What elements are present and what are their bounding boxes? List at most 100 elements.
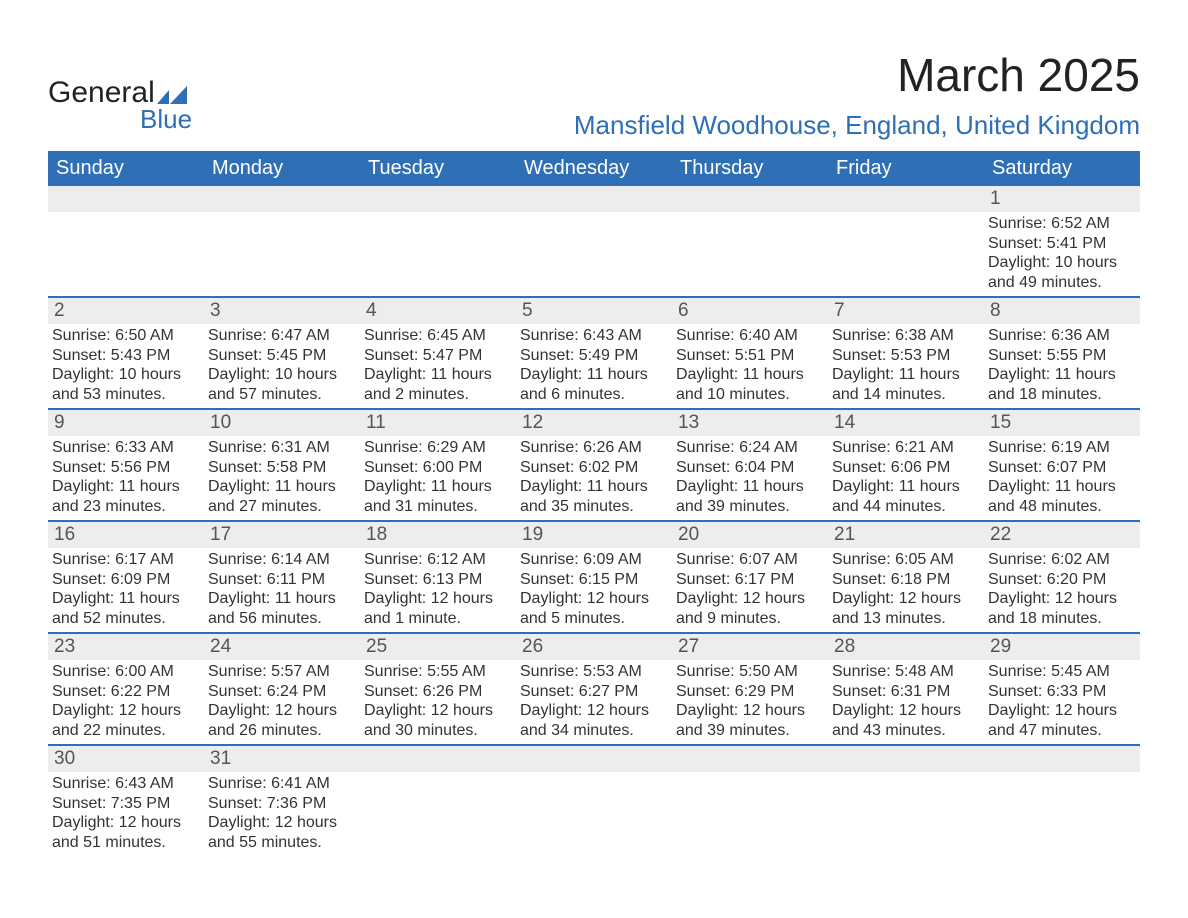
sunset-line: Sunset: 6:31 PM [832,682,980,702]
daylight-line: Daylight: 12 hours and 43 minutes. [832,701,980,740]
daylight-line: Daylight: 12 hours and 26 minutes. [208,701,356,740]
month-title: March 2025 [574,48,1140,102]
sunrise-line: Sunrise: 6:29 AM [364,438,512,458]
calendar-day: 3Sunrise: 6:47 AMSunset: 5:45 PMDaylight… [204,298,360,408]
sunrise-line: Sunrise: 6:47 AM [208,326,356,346]
daylight-line: Daylight: 11 hours and 23 minutes. [52,477,200,516]
calendar: Sunday Monday Tuesday Wednesday Thursday… [48,151,1140,856]
sunset-line: Sunset: 6:33 PM [988,682,1136,702]
calendar-day: 10Sunrise: 6:31 AMSunset: 5:58 PMDayligh… [204,410,360,520]
daylight-line: Daylight: 11 hours and 14 minutes. [832,365,980,404]
day-number: 7 [828,298,984,324]
calendar-day: 11Sunrise: 6:29 AMSunset: 6:00 PMDayligh… [360,410,516,520]
calendar-day [984,746,1140,856]
day-number [360,186,516,212]
dow-friday: Friday [828,151,984,186]
day-details: Sunrise: 6:38 AMSunset: 5:53 PMDaylight:… [828,324,984,408]
day-details: Sunrise: 5:48 AMSunset: 6:31 PMDaylight:… [828,660,984,744]
dow-tuesday: Tuesday [360,151,516,186]
daylight-line: Daylight: 12 hours and 13 minutes. [832,589,980,628]
day-number: 23 [48,634,204,660]
calendar-week: 30Sunrise: 6:43 AMSunset: 7:35 PMDayligh… [48,744,1140,856]
daylight-line: Daylight: 12 hours and 1 minute. [364,589,512,628]
sunrise-line: Sunrise: 5:53 AM [520,662,668,682]
dow-saturday: Saturday [984,151,1140,186]
calendar-week: 2Sunrise: 6:50 AMSunset: 5:43 PMDaylight… [48,296,1140,408]
sunset-line: Sunset: 5:43 PM [52,346,200,366]
calendar-day: 25Sunrise: 5:55 AMSunset: 6:26 PMDayligh… [360,634,516,744]
day-details [984,772,1140,778]
calendar-day: 28Sunrise: 5:48 AMSunset: 6:31 PMDayligh… [828,634,984,744]
daylight-line: Daylight: 12 hours and 55 minutes. [208,813,356,852]
day-number: 13 [672,410,828,436]
sunset-line: Sunset: 5:41 PM [988,234,1136,254]
sunrise-line: Sunrise: 6:21 AM [832,438,980,458]
calendar-body: 1Sunrise: 6:52 AMSunset: 5:41 PMDaylight… [48,186,1140,856]
calendar-week: 23Sunrise: 6:00 AMSunset: 6:22 PMDayligh… [48,632,1140,744]
daylight-line: Daylight: 11 hours and 2 minutes. [364,365,512,404]
day-details: Sunrise: 5:53 AMSunset: 6:27 PMDaylight:… [516,660,672,744]
sunset-line: Sunset: 6:29 PM [676,682,824,702]
calendar-day: 8Sunrise: 6:36 AMSunset: 5:55 PMDaylight… [984,298,1140,408]
calendar-day: 27Sunrise: 5:50 AMSunset: 6:29 PMDayligh… [672,634,828,744]
day-details: Sunrise: 6:05 AMSunset: 6:18 PMDaylight:… [828,548,984,632]
sunset-line: Sunset: 5:47 PM [364,346,512,366]
calendar-day: 22Sunrise: 6:02 AMSunset: 6:20 PMDayligh… [984,522,1140,632]
sunrise-line: Sunrise: 6:36 AM [988,326,1136,346]
sunset-line: Sunset: 5:58 PM [208,458,356,478]
calendar-day: 17Sunrise: 6:14 AMSunset: 6:11 PMDayligh… [204,522,360,632]
sunrise-line: Sunrise: 6:19 AM [988,438,1136,458]
sunset-line: Sunset: 6:07 PM [988,458,1136,478]
daylight-line: Daylight: 11 hours and 31 minutes. [364,477,512,516]
daylight-line: Daylight: 12 hours and 22 minutes. [52,701,200,740]
day-number: 20 [672,522,828,548]
day-number: 18 [360,522,516,548]
day-number: 12 [516,410,672,436]
day-number: 30 [48,746,204,772]
daylight-line: Daylight: 12 hours and 5 minutes. [520,589,668,628]
day-details [48,212,204,218]
calendar-day: 5Sunrise: 6:43 AMSunset: 5:49 PMDaylight… [516,298,672,408]
day-details: Sunrise: 6:00 AMSunset: 6:22 PMDaylight:… [48,660,204,744]
brand-name-part2: Blue [140,104,192,135]
calendar-day [672,186,828,296]
day-number [828,746,984,772]
day-number [672,746,828,772]
days-of-week-header: Sunday Monday Tuesday Wednesday Thursday… [48,151,1140,186]
day-details [204,212,360,218]
day-details: Sunrise: 6:31 AMSunset: 5:58 PMDaylight:… [204,436,360,520]
sunrise-line: Sunrise: 6:38 AM [832,326,980,346]
day-number [360,746,516,772]
day-number [516,746,672,772]
calendar-day: 26Sunrise: 5:53 AMSunset: 6:27 PMDayligh… [516,634,672,744]
calendar-week: 16Sunrise: 6:17 AMSunset: 6:09 PMDayligh… [48,520,1140,632]
calendar-day: 6Sunrise: 6:40 AMSunset: 5:51 PMDaylight… [672,298,828,408]
sunrise-line: Sunrise: 5:57 AM [208,662,356,682]
sunrise-line: Sunrise: 6:05 AM [832,550,980,570]
calendar-day [360,746,516,856]
calendar-day [204,186,360,296]
daylight-line: Daylight: 11 hours and 44 minutes. [832,477,980,516]
day-number: 3 [204,298,360,324]
day-details: Sunrise: 6:07 AMSunset: 6:17 PMDaylight:… [672,548,828,632]
day-details: Sunrise: 6:02 AMSunset: 6:20 PMDaylight:… [984,548,1140,632]
day-number: 22 [984,522,1140,548]
day-number: 26 [516,634,672,660]
calendar-day: 29Sunrise: 5:45 AMSunset: 6:33 PMDayligh… [984,634,1140,744]
sunrise-line: Sunrise: 6:43 AM [520,326,668,346]
day-number: 2 [48,298,204,324]
brand-mark-icon [157,78,187,96]
day-details: Sunrise: 6:40 AMSunset: 5:51 PMDaylight:… [672,324,828,408]
calendar-day: 2Sunrise: 6:50 AMSunset: 5:43 PMDaylight… [48,298,204,408]
daylight-line: Daylight: 12 hours and 34 minutes. [520,701,668,740]
day-details [360,212,516,218]
day-number: 24 [204,634,360,660]
day-details: Sunrise: 6:19 AMSunset: 6:07 PMDaylight:… [984,436,1140,520]
calendar-day: 23Sunrise: 6:00 AMSunset: 6:22 PMDayligh… [48,634,204,744]
daylight-line: Daylight: 12 hours and 51 minutes. [52,813,200,852]
sunset-line: Sunset: 6:09 PM [52,570,200,590]
calendar-week: 1Sunrise: 6:52 AMSunset: 5:41 PMDaylight… [48,186,1140,296]
day-details: Sunrise: 6:50 AMSunset: 5:43 PMDaylight:… [48,324,204,408]
calendar-day [360,186,516,296]
sunset-line: Sunset: 6:15 PM [520,570,668,590]
